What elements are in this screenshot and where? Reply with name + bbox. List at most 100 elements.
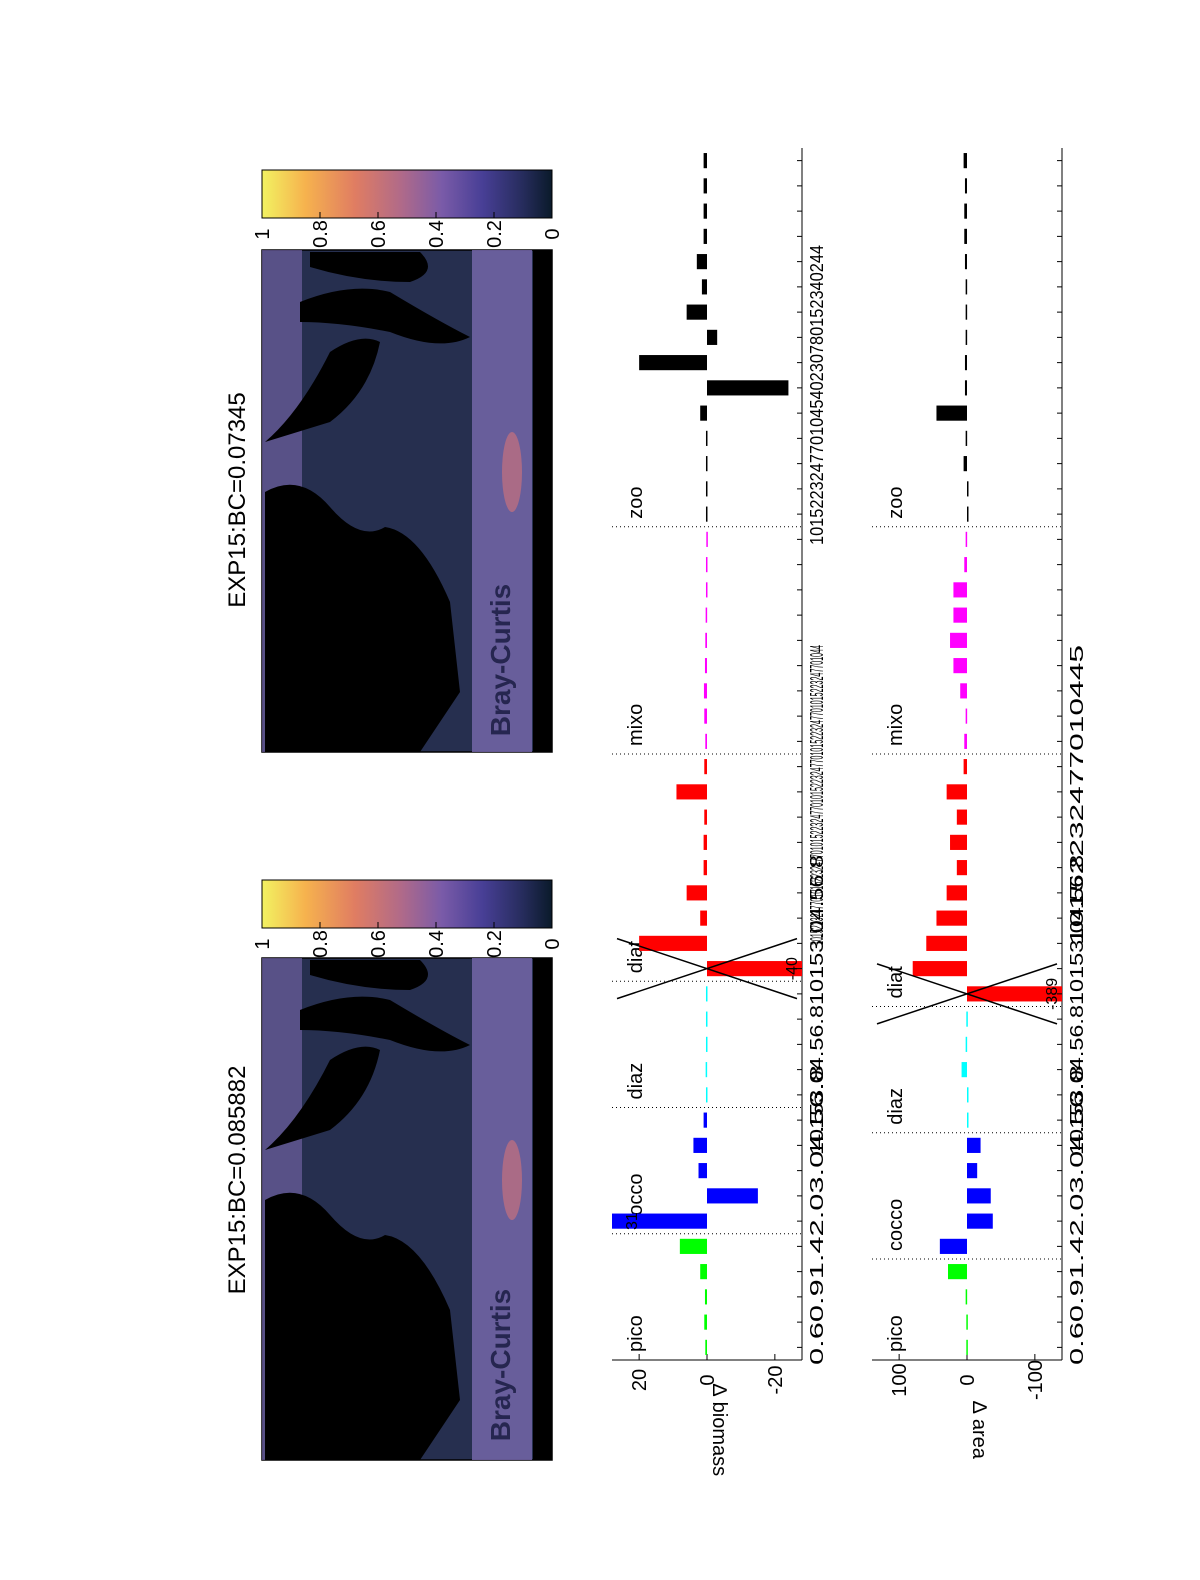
bar-cocco xyxy=(707,1188,758,1204)
colorbar-tick-label: 0.6 xyxy=(368,930,390,958)
bar-zoo xyxy=(639,355,707,371)
colorbar-gradient-2 xyxy=(261,169,553,219)
bar-mixo xyxy=(965,531,968,547)
map-label-2: Bray-Curtis xyxy=(485,584,516,736)
map-land-1d xyxy=(310,960,428,990)
bar-cocco xyxy=(967,1137,981,1153)
bar-pico xyxy=(704,1314,707,1330)
bar-cocco xyxy=(967,1213,993,1229)
map-land-1b xyxy=(265,1046,380,1150)
bar-zoo xyxy=(965,430,968,446)
map-band-south-2 xyxy=(472,250,532,752)
bar-zoo xyxy=(705,456,708,472)
group-label-cocco: cocco xyxy=(625,1174,647,1226)
bar-zoo xyxy=(703,178,707,194)
map-land-2 xyxy=(265,484,460,752)
bar-diaz xyxy=(705,986,708,1002)
area-bar-chart: 100 0 -100 ∆ area pico cocco diaz diat mixo zoo -3… xyxy=(872,148,1063,1460)
bar-zoo xyxy=(965,329,968,345)
bar-zoo xyxy=(700,405,707,421)
map-title-1: EXP15:BC=0.085882 xyxy=(224,1066,251,1295)
bar-cocco xyxy=(612,1213,707,1229)
value-tick-label: -20 xyxy=(765,1366,787,1395)
bar-mixo xyxy=(953,658,967,674)
bar-diaz xyxy=(705,1011,708,1027)
map-hotspot-1 xyxy=(502,1140,522,1220)
colorbar-ticks-2: 1 0.8 0.6 0.4 0.2 0 xyxy=(252,212,564,248)
group-label-diaz: diaz xyxy=(885,1088,907,1125)
bar-pico xyxy=(700,1264,707,1280)
bar-zoo xyxy=(705,481,708,497)
bar-cocco xyxy=(703,1112,707,1128)
colorbar-tick-label: 0.6 xyxy=(368,220,390,248)
bar-mixo xyxy=(705,557,708,573)
bar-zoo xyxy=(965,304,968,320)
category-tick-label: 10152232477010445 xyxy=(1067,645,1087,945)
bar-diat xyxy=(963,759,967,775)
bar-mixo xyxy=(964,557,967,573)
value-axis-label: ∆ biomass xyxy=(708,1384,730,1476)
bar-cocco xyxy=(967,1163,978,1179)
bar-zoo xyxy=(696,254,707,270)
bar-diat xyxy=(956,860,967,876)
group-label-zoo: zoo xyxy=(885,487,907,519)
bar-mixo xyxy=(706,531,708,547)
bar-zoo xyxy=(701,279,707,295)
colorbar-tick-label: 1 xyxy=(252,938,274,949)
bar-pico xyxy=(966,1314,968,1330)
group-label-mixo: mixo xyxy=(885,704,907,746)
bar-pico xyxy=(679,1238,707,1254)
colorbar-gradient-1 xyxy=(261,879,553,929)
data-label: 31 xyxy=(624,1212,641,1230)
colorbar-ticks-1: 1 0.8 0.6 0.4 0.2 0 xyxy=(252,922,564,958)
category-tick-label: 10153.04.56.810153.04.56.8 xyxy=(1067,855,1087,1155)
bar-diaz xyxy=(705,1062,708,1078)
bar-diat xyxy=(946,784,967,800)
bar-zoo xyxy=(936,405,967,421)
bar-zoo xyxy=(707,329,718,345)
map-land-1e xyxy=(533,958,552,1460)
bar-pico xyxy=(704,1289,707,1305)
bar-diat xyxy=(950,834,967,850)
bar-mixo xyxy=(705,632,707,648)
bar-diaz xyxy=(705,1087,708,1103)
colorbar-tick-label: 0 xyxy=(542,938,564,949)
data-label: -40 xyxy=(784,957,801,980)
group-label-zoo: zoo xyxy=(625,487,647,519)
bar-diaz xyxy=(967,1087,969,1103)
bar-diaz xyxy=(961,1062,967,1078)
map-land-2c xyxy=(300,288,470,344)
bar-pico xyxy=(965,1289,968,1305)
colorbar-2: 1 0.8 0.6 0.4 0.2 0 xyxy=(252,169,564,248)
bar-diat xyxy=(707,961,802,977)
colorbar-tick-label: 0.8 xyxy=(310,220,332,248)
category-tick-label: 101522324770104540230780152340244 xyxy=(807,245,827,545)
colorbar-tick-label: 1 xyxy=(252,228,274,239)
value-tick-label: 0 xyxy=(957,1374,979,1385)
map-land-2b xyxy=(265,338,380,442)
bar-zoo xyxy=(964,355,967,371)
bar-mixo xyxy=(960,683,967,699)
bar-diat xyxy=(676,784,707,800)
bar-zoo xyxy=(964,380,967,396)
bar-zoo xyxy=(964,178,967,194)
bar-zoo xyxy=(967,506,969,522)
bar-zoo xyxy=(686,304,707,320)
group-label-mixo: mixo xyxy=(625,704,647,746)
bar-diat xyxy=(926,935,967,951)
bar-zoo xyxy=(703,228,707,244)
bar-mixo xyxy=(704,658,707,674)
bar-diat xyxy=(703,860,707,876)
bar-diat xyxy=(703,834,707,850)
bar-mixo xyxy=(705,733,707,749)
bar-diat xyxy=(700,910,707,926)
bar-pico xyxy=(705,1339,707,1355)
colorbar-1: 1 0.8 0.6 0.4 0.2 0 xyxy=(252,879,564,958)
bar-diat xyxy=(967,986,1062,1002)
bar-diaz xyxy=(705,1036,708,1052)
bar-mixo xyxy=(705,607,708,623)
bar-diat xyxy=(704,759,707,775)
bar-mixo xyxy=(703,683,707,699)
bar-zoo xyxy=(963,153,967,169)
